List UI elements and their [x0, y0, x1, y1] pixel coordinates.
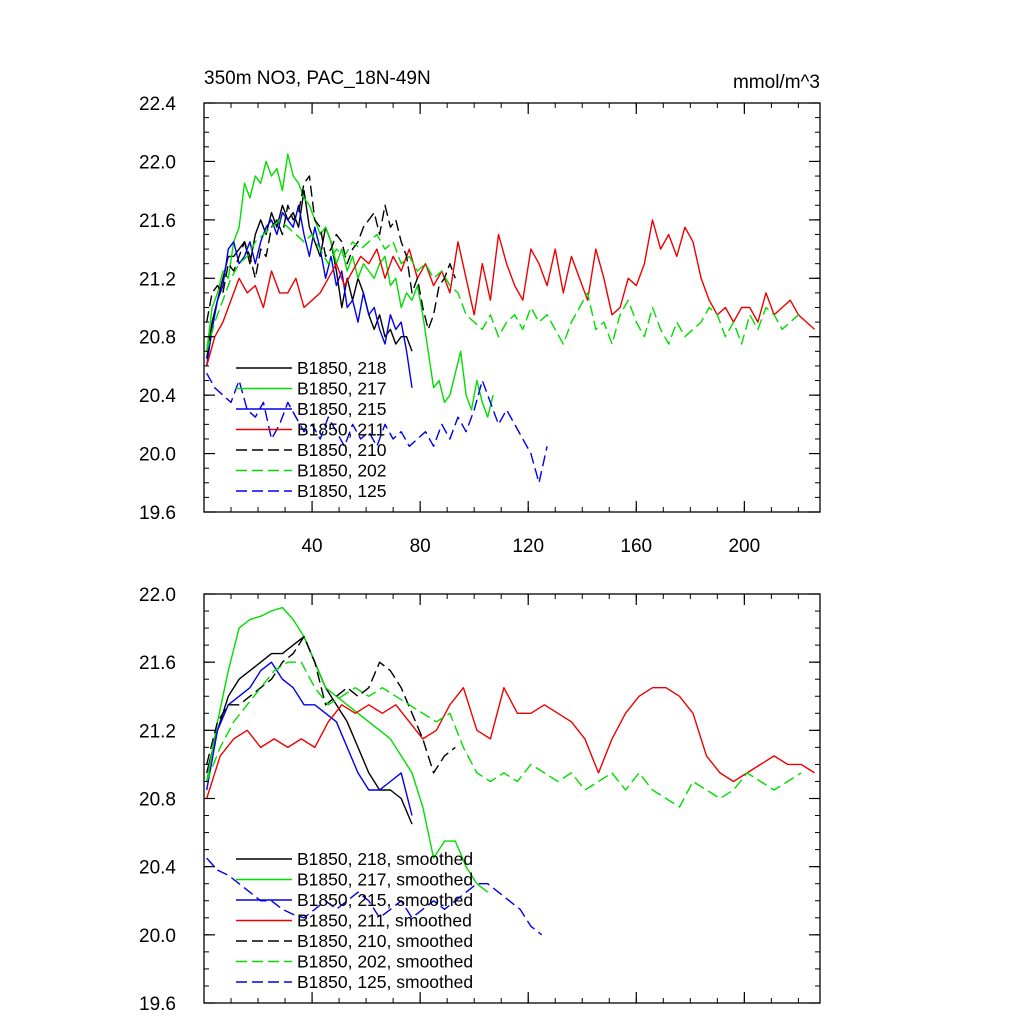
legend-label: B1850, 215, smoothed [297, 890, 473, 910]
series-line-2-7 [206, 857, 543, 936]
series-line-1-6 [206, 219, 799, 352]
x-tick-label: 200 [728, 536, 760, 557]
y-tick-label: 19.6 [139, 994, 176, 1015]
series-line-2-5 [206, 635, 456, 774]
y-tick-label: 21.2 [139, 721, 176, 742]
y-tick-label: 20.8 [139, 328, 176, 349]
x-tick-label: 80 [410, 536, 431, 557]
series-line-2-4 [206, 687, 815, 799]
legend-label: B1850, 210 [297, 440, 387, 460]
series-line-2-3 [206, 661, 413, 816]
y-tick-label: 21.2 [139, 269, 176, 290]
legend-label: B1850, 211 [297, 420, 385, 440]
series-line-1-4 [206, 219, 816, 367]
series-line-1-7 [206, 372, 548, 484]
y-tick-label: 19.6 [139, 503, 176, 524]
x-tick-label: 160 [620, 536, 652, 557]
chart-title: 350m NO3, PAC_18N-49N [204, 68, 431, 89]
y-tick-label: 21.6 [139, 211, 176, 232]
legend-label: B1850, 202, smoothed [297, 952, 473, 972]
y-tick-label: 20.0 [139, 445, 176, 466]
series-line-2-1 [206, 635, 413, 825]
x-tick-label: 120 [512, 536, 544, 557]
legend-label: B1850, 215 [297, 399, 387, 419]
chart-units: mmol/m^3 [733, 72, 820, 93]
legend-label: B1850, 218 [297, 358, 387, 378]
x-tick-label: 40 [301, 536, 322, 557]
y-tick-label: 20.8 [139, 790, 176, 811]
legend-label: B1850, 211, smoothed [297, 911, 472, 931]
y-tick-label: 20.4 [139, 386, 176, 407]
y-tick-label: 21.6 [139, 653, 176, 674]
series-line-2-2 [206, 606, 489, 893]
y-tick-label: 22.0 [139, 585, 176, 606]
legend-label: B1850, 218, smoothed [297, 849, 473, 869]
y-tick-label: 22.0 [139, 152, 176, 173]
y-tick-label: 22.4 [139, 94, 176, 115]
y-tick-label: 20.0 [139, 926, 176, 947]
legend-label: B1850, 217, smoothed [297, 870, 473, 890]
series-line-2-6 [206, 661, 802, 808]
legend-label: B1850, 125 [297, 481, 387, 501]
legend-label: B1850, 125, smoothed [297, 972, 473, 992]
legend-label: B1850, 210, smoothed [297, 931, 473, 951]
legend-label: B1850, 217 [297, 379, 387, 399]
y-tick-label: 20.4 [139, 858, 176, 879]
series-line-1-5 [206, 175, 456, 331]
series-line-1-2 [206, 153, 494, 418]
legend-label: B1850, 202 [297, 461, 387, 481]
